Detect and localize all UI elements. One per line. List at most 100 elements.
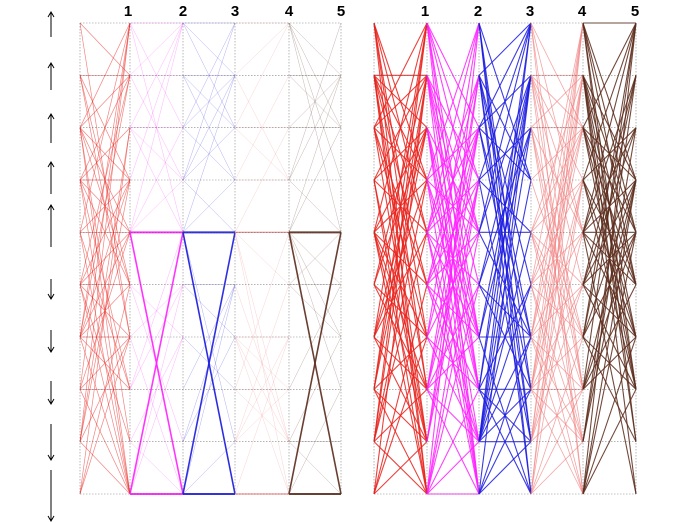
right-line-seg3 — [478, 22, 532, 128]
direction-arrows — [47, 11, 55, 522]
right-line-seg3 — [478, 441, 532, 495]
left-line-seg3 — [182, 127, 236, 181]
right-panel-lines — [373, 22, 637, 495]
right-line-seg3 — [478, 75, 532, 442]
arrow-up-icon — [47, 113, 55, 143]
left-line-seg3 — [182, 22, 236, 76]
left-line-seg4 — [234, 22, 290, 76]
right-axis-label-4: 4 — [578, 3, 587, 20]
right-line-seg3 — [478, 75, 532, 495]
left-axis-label-4: 4 — [285, 3, 294, 20]
left-panel-lines — [79, 22, 342, 495]
arrow-down-icon — [47, 279, 55, 300]
right-line-seg3 — [478, 284, 532, 442]
left-axis-label-1: 1 — [124, 3, 132, 20]
right-line-seg3 — [478, 75, 532, 233]
arrow-head — [47, 204, 55, 211]
arrow-down-icon — [47, 470, 55, 522]
right-line-seg1 — [373, 22, 428, 338]
right-line-seg5 — [582, 22, 637, 181]
right-line-seg4 — [530, 22, 584, 495]
left-line-seg3 — [182, 75, 236, 233]
left-line-seg2 — [129, 127, 184, 181]
right-line-seg4 — [530, 22, 584, 390]
left-line-seg4 — [234, 284, 290, 442]
left-line-seg3 — [182, 284, 236, 338]
left-line-seg2 — [129, 441, 184, 495]
left-line-seg4 — [234, 389, 290, 442]
left-line-seg5 — [288, 284, 342, 338]
left-line-seg3 — [182, 22, 236, 181]
right-line-seg1 — [373, 75, 428, 495]
right-line-seg3 — [478, 179, 532, 442]
arrow-head — [47, 113, 55, 120]
right-axis-label-5: 5 — [631, 3, 639, 20]
left-line-seg4 — [234, 336, 290, 442]
right-line-seg3 — [478, 22, 532, 181]
left-line-bold — [182, 232, 236, 495]
left-line-seg3 — [182, 441, 236, 495]
right-line-seg2 — [426, 127, 480, 285]
left-line-seg1 — [79, 441, 131, 495]
right-line-seg1 — [373, 22, 428, 390]
left-line-seg3 — [182, 75, 236, 128]
right-line-seg1 — [373, 22, 428, 442]
left-line-seg3 — [182, 179, 236, 233]
left-line-seg2 — [129, 232, 184, 390]
left-axis-label-2: 2 — [179, 3, 187, 20]
left-line-seg5 — [288, 75, 342, 128]
left-line-seg4 — [234, 22, 290, 128]
left-line-seg3 — [182, 75, 236, 128]
left-line-seg4 — [234, 284, 290, 442]
arrow-head — [47, 161, 55, 168]
left-panel-axis-labels: 1 2 3 4 5 — [124, 3, 345, 20]
right-line-seg5 — [582, 232, 637, 495]
left-line-seg2 — [129, 336, 184, 495]
left-line-seg5 — [288, 22, 342, 181]
left-axis-label-3: 3 — [231, 3, 239, 20]
right-line-seg3 — [478, 22, 532, 390]
arrow-down-icon — [47, 330, 55, 353]
left-line-seg2 — [129, 22, 184, 76]
left-panel-grid — [79, 22, 342, 495]
arrow-down-icon — [47, 424, 55, 461]
left-line-seg1 — [79, 22, 131, 76]
right-panel-axis-labels: 1 2 3 4 5 — [421, 3, 639, 20]
right-line-seg1 — [373, 232, 428, 442]
left-panel: 1 2 3 4 5 — [79, 3, 345, 495]
right-panel-grid — [373, 22, 637, 495]
left-line-seg1 — [79, 336, 131, 390]
right-line-seg1 — [373, 22, 428, 128]
right-axis-label-3: 3 — [526, 3, 534, 20]
arrow-up-icon — [47, 11, 55, 37]
left-line-seg1 — [79, 22, 131, 390]
left-line-seg5 — [288, 179, 342, 233]
left-line-seg5 — [288, 22, 342, 181]
left-line-seg1 — [79, 127, 131, 495]
right-line-seg3 — [478, 75, 532, 285]
right-line-seg1 — [373, 284, 428, 495]
right-line-seg4 — [530, 441, 584, 495]
left-line-seg5 — [288, 75, 342, 233]
left-line-bold — [288, 232, 342, 495]
left-line-seg4 — [234, 75, 290, 181]
left-line-seg3 — [182, 127, 236, 181]
arrow-head — [47, 293, 55, 300]
left-line-seg2 — [129, 336, 184, 495]
right-line-seg2 — [426, 232, 480, 495]
arrow-head — [47, 454, 55, 461]
arrow-up-icon — [47, 161, 55, 194]
left-line-seg5 — [288, 22, 342, 76]
left-line-seg1 — [79, 179, 131, 338]
left-line-seg5 — [288, 75, 342, 128]
left-line-seg2 — [129, 179, 184, 233]
right-line-seg4 — [530, 22, 584, 285]
left-line-seg4 — [234, 127, 290, 233]
left-line-seg2 — [129, 284, 184, 338]
arrow-down-icon — [47, 381, 55, 405]
left-line-seg3 — [182, 179, 236, 233]
right-line-seg3 — [478, 22, 532, 233]
arrow-head — [47, 62, 55, 69]
arrow-up-icon — [47, 62, 55, 90]
